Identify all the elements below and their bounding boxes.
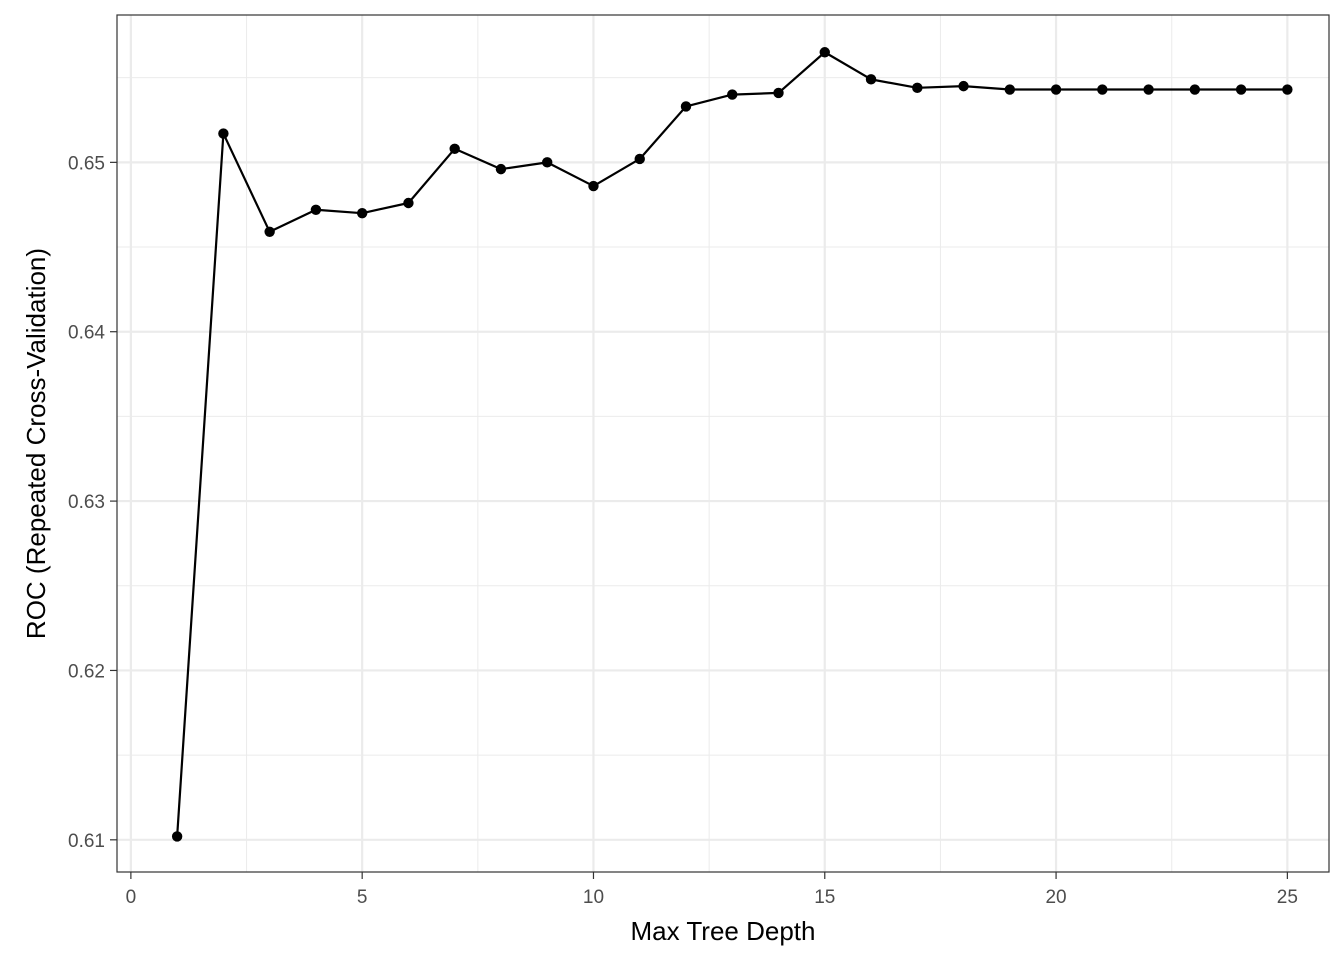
x-tick-label: 25 xyxy=(1277,887,1298,908)
x-tick-label: 5 xyxy=(357,887,368,908)
x-tick-label: 20 xyxy=(1045,887,1066,908)
x-tick-label: 10 xyxy=(583,887,604,908)
data-point xyxy=(958,80,969,92)
series-layer xyxy=(171,47,1293,842)
x-tick-label: 0 xyxy=(126,887,137,908)
data-point xyxy=(310,204,322,215)
data-point xyxy=(1050,84,1062,95)
x-axis: 0 5 10 15 20 25 xyxy=(126,872,1298,908)
data-point xyxy=(912,82,923,94)
data-point xyxy=(680,101,692,112)
y-tick-label: 0.61 xyxy=(68,831,105,852)
data-point xyxy=(1004,84,1016,95)
data-point xyxy=(171,831,183,842)
data-point xyxy=(449,143,460,155)
data-point xyxy=(865,74,877,85)
minor-gridlines xyxy=(117,15,1329,872)
data-point xyxy=(634,153,645,165)
x-tick-label: 15 xyxy=(814,887,835,908)
data-point xyxy=(1143,84,1154,95)
data-point xyxy=(264,226,275,237)
data-point xyxy=(773,87,784,99)
panel-border xyxy=(116,14,1330,873)
data-point xyxy=(727,89,738,100)
y-axis: 0.61 0.62 0.63 0.64 0.65 xyxy=(68,153,117,852)
y-tick-label: 0.64 xyxy=(68,323,105,344)
data-point xyxy=(1097,84,1108,95)
y-tick-label: 0.62 xyxy=(68,661,105,682)
y-tick-label: 0.65 xyxy=(68,153,105,174)
series-line xyxy=(176,51,1288,837)
data-point xyxy=(1282,84,1293,95)
data-point xyxy=(403,197,414,209)
data-point xyxy=(218,128,229,139)
data-point xyxy=(1189,84,1201,95)
data-point xyxy=(356,207,368,219)
x-axis-title: Max Tree Depth xyxy=(631,916,816,946)
data-point xyxy=(588,180,599,192)
y-axis-title: ROC (Repeated Cross-Validation) xyxy=(21,248,51,639)
data-point xyxy=(819,47,830,58)
data-point xyxy=(1235,84,1247,95)
data-point xyxy=(542,157,553,168)
major-gridlines xyxy=(117,15,1329,872)
data-point xyxy=(495,163,507,175)
y-tick-label: 0.63 xyxy=(68,492,105,513)
